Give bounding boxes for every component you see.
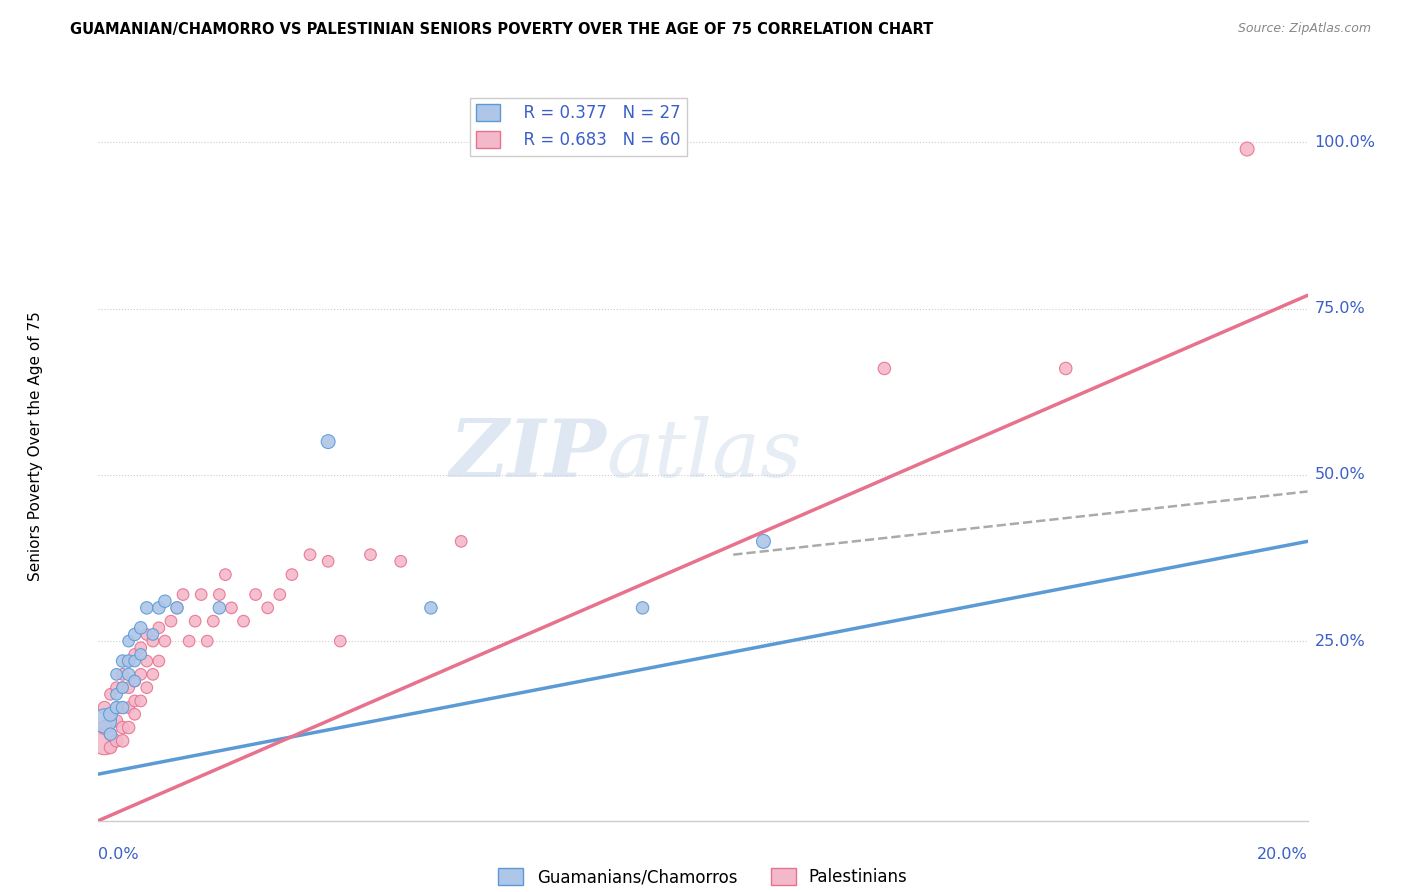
Point: [208, 600, 231, 615]
Point: [93, 721, 115, 735]
Point: [118, 700, 141, 714]
Point: [195, 634, 218, 648]
Text: 0.0%: 0.0%: [98, 847, 139, 863]
Point: [111, 721, 134, 735]
Point: [148, 654, 170, 668]
Point: [160, 614, 183, 628]
Text: 75.0%: 75.0%: [1315, 301, 1365, 316]
Point: [360, 548, 382, 562]
Point: [142, 634, 165, 648]
Point: [93, 714, 115, 728]
Point: [214, 567, 236, 582]
Point: [389, 554, 412, 568]
Point: [118, 721, 141, 735]
Point: [184, 614, 207, 628]
Point: [100, 707, 122, 722]
Point: [111, 700, 134, 714]
Text: Source: ZipAtlas.com: Source: ZipAtlas.com: [1237, 22, 1371, 36]
Point: [118, 681, 141, 695]
Text: atlas: atlas: [606, 417, 801, 493]
Point: [124, 654, 146, 668]
Point: [129, 640, 152, 655]
Point: [100, 740, 122, 755]
Point: [232, 614, 254, 628]
Point: [124, 707, 146, 722]
Point: [118, 654, 141, 668]
Point: [129, 621, 152, 635]
Point: [118, 667, 141, 681]
Point: [142, 627, 165, 641]
Point: [873, 361, 896, 376]
Point: [1236, 142, 1258, 156]
Point: [100, 687, 122, 701]
Legend: Guamanians/Chamorros, Palestinians: Guamanians/Chamorros, Palestinians: [492, 862, 914, 892]
Point: [419, 600, 441, 615]
Point: [93, 734, 115, 748]
Point: [450, 534, 472, 549]
Point: [124, 694, 146, 708]
Point: [190, 588, 212, 602]
Point: [129, 667, 152, 681]
Point: [153, 594, 176, 608]
Point: [105, 687, 128, 701]
Point: [148, 600, 170, 615]
Point: [118, 634, 141, 648]
Point: [299, 548, 322, 562]
Text: Seniors Poverty Over the Age of 75: Seniors Poverty Over the Age of 75: [28, 311, 42, 581]
Text: 25.0%: 25.0%: [1315, 633, 1365, 648]
Point: [631, 600, 654, 615]
Point: [111, 700, 134, 714]
Point: [281, 567, 304, 582]
Text: 100.0%: 100.0%: [1315, 135, 1375, 150]
Point: [202, 614, 225, 628]
Point: [124, 648, 146, 662]
Point: [142, 667, 165, 681]
Point: [111, 681, 134, 695]
Point: [100, 727, 122, 741]
Point: [752, 534, 775, 549]
Point: [105, 734, 128, 748]
Point: [105, 667, 128, 681]
Point: [129, 648, 152, 662]
Point: [269, 588, 291, 602]
Point: [129, 694, 152, 708]
Point: [135, 627, 157, 641]
Text: ZIP: ZIP: [450, 417, 606, 493]
Point: [153, 634, 176, 648]
Point: [93, 700, 115, 714]
Point: [135, 600, 157, 615]
Point: [100, 707, 122, 722]
Point: [111, 681, 134, 695]
Point: [316, 554, 339, 568]
Point: [100, 727, 122, 741]
Point: [208, 588, 231, 602]
Point: [1054, 361, 1077, 376]
Point: [105, 714, 128, 728]
Point: [111, 654, 134, 668]
Point: [105, 700, 128, 714]
Point: [329, 634, 352, 648]
Point: [172, 588, 194, 602]
Text: GUAMANIAN/CHAMORRO VS PALESTINIAN SENIORS POVERTY OVER THE AGE OF 75 CORRELATION: GUAMANIAN/CHAMORRO VS PALESTINIAN SENIOR…: [70, 22, 934, 37]
Point: [105, 700, 128, 714]
Point: [111, 667, 134, 681]
Point: [148, 621, 170, 635]
Text: 50.0%: 50.0%: [1315, 467, 1365, 483]
Point: [135, 681, 157, 695]
Point: [124, 673, 146, 688]
Point: [105, 681, 128, 695]
Point: [166, 600, 188, 615]
Point: [135, 654, 157, 668]
Point: [124, 627, 146, 641]
Point: [316, 434, 339, 449]
Point: [124, 673, 146, 688]
Point: [111, 734, 134, 748]
Point: [256, 600, 278, 615]
Point: [177, 634, 201, 648]
Point: [221, 600, 243, 615]
Point: [118, 654, 141, 668]
Point: [166, 600, 188, 615]
Point: [245, 588, 267, 602]
Text: 20.0%: 20.0%: [1257, 847, 1308, 863]
